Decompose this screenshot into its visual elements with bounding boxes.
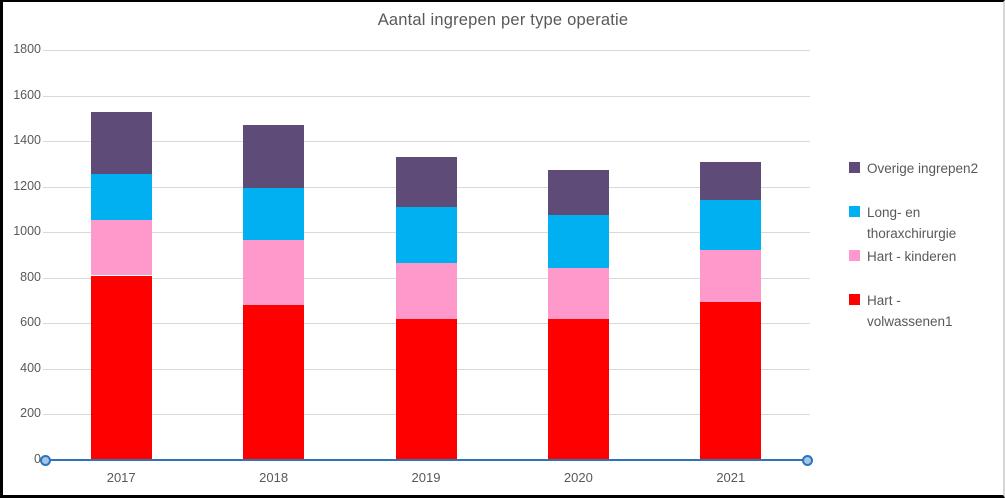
bar-segment-2018-overige-ingrepen2[interactable] [243,125,305,188]
bar-segment-2017-hart-kinderen[interactable] [90,219,152,276]
x-axis-label-2020: 2020 [563,470,593,485]
gridline-y1800 [43,50,810,51]
bar-segment-2017-long-en-thoraxchirurgie[interactable] [90,174,152,220]
legend-label: Hart - kinderen [867,249,957,264]
y-axis-tick-label: 400 [20,360,41,375]
y-axis-tick-label: 1800 [13,42,41,56]
bar-segment-2020-hart-kinderen[interactable] [547,267,609,319]
bar-segment-2017-hart-volwassenen1[interactable] [90,275,152,460]
x-axis-label-2021: 2021 [716,470,746,485]
baseline-marker-left[interactable] [39,454,51,466]
x-axis-label-2019: 2019 [411,470,441,485]
bar-segment-2019-long-en-thoraxchirurgie[interactable] [395,207,457,263]
bar-segment-2020-long-en-thoraxchirurgie[interactable] [547,215,609,268]
legend-swatch [849,162,860,173]
gridline-y1600 [43,95,810,97]
legend-swatch [849,294,860,305]
x-axis-label-2018: 2018 [259,470,289,485]
bar-segment-2021-hart-kinderen[interactable] [700,250,762,302]
legend-item-hart-volwassenen1[interactable]: Hart - volwassenen1 [849,290,989,332]
legend-item-overige-ingrepen2[interactable]: Overige ingrepen2 [849,158,989,179]
y-axis-tick-label: 600 [20,315,41,330]
bar-segment-2021-long-en-thoraxchirurgie[interactable] [700,200,762,251]
bar-segment-2018-hart-kinderen[interactable] [243,240,305,306]
y-axis-tick-label: 800 [20,269,41,284]
x-axis-label-2017: 2017 [106,470,136,485]
legend-label: Long- en thoraxchirurgie [867,205,957,241]
baseline-series-line[interactable] [45,459,807,461]
legend-item-hart-kinderen[interactable]: Hart - kinderen [849,246,989,267]
legend-swatch [849,250,860,261]
legend-label: Hart - volwassenen1 [867,293,953,329]
legend-item-long-en-thoraxchirurgie[interactable]: Long- en thoraxchirurgie [849,202,989,244]
y-axis-tick-label: 200 [20,406,41,421]
baseline-marker-right[interactable] [801,454,813,466]
gridline-y1400 [43,141,810,143]
bar-segment-2020-hart-volwassenen1[interactable] [547,318,609,460]
y-axis-tick-label: 1200 [13,178,41,193]
y-axis-tick-label: 0 [34,452,41,466]
y-axis-tick-label: 1600 [13,87,41,102]
bar-segment-2021-hart-volwassenen1[interactable] [700,301,762,460]
bar-segment-2020-overige-ingrepen2[interactable] [547,169,609,216]
bar-segment-2019-hart-volwassenen1[interactable] [395,318,457,460]
bar-segment-2018-hart-volwassenen1[interactable] [243,305,305,460]
chart-title: Aantal ingrepen per type operatie [377,11,629,29]
legend-label: Overige ingrepen2 [867,161,979,176]
y-axis-tick-label: 1000 [13,224,41,239]
y-axis-tick-label: 1400 [13,133,41,148]
legend-swatch [849,206,860,217]
bar-segment-2019-overige-ingrepen2[interactable] [395,157,457,208]
bar-segment-2019-hart-kinderen[interactable] [395,262,457,319]
bar-segment-2021-overige-ingrepen2[interactable] [700,161,762,201]
bar-segment-2017-overige-ingrepen2[interactable] [90,111,152,175]
bar-segment-2018-long-en-thoraxchirurgie[interactable] [243,187,305,241]
